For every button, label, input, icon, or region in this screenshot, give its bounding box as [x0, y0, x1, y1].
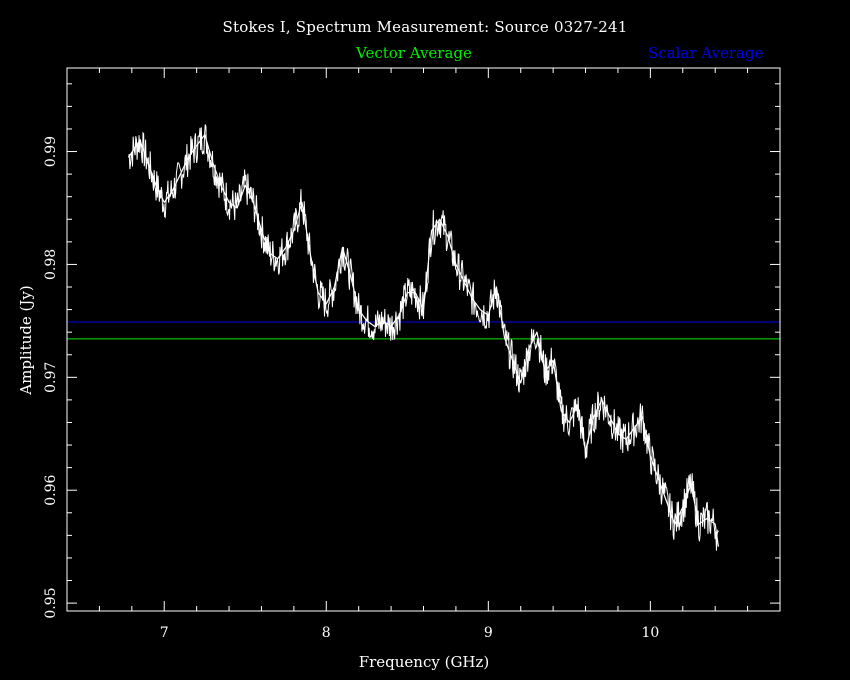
x-tick-label: 9 — [484, 625, 493, 641]
y-tick-label: 0.96 — [43, 475, 59, 506]
chart-title: Stokes I, Spectrum Measurement: Source 0… — [222, 18, 628, 36]
x-tick-label: 10 — [641, 625, 659, 641]
x-tick-label: 8 — [322, 625, 331, 641]
spectrum-envelope — [128, 134, 720, 547]
y-tick-label: 0.95 — [43, 588, 59, 619]
legend-vector-average: Vector Average — [356, 44, 472, 62]
tick-labels: 7 8 9 10 0.95 0.96 0.97 0.98 0.99 — [43, 136, 659, 641]
y-tick-label: 0.99 — [43, 136, 59, 167]
plot-frame — [66, 67, 781, 612]
spectrum-trace — [128, 124, 720, 551]
x-axis-label: Frequency (GHz) — [359, 653, 490, 671]
y-tick-label: 0.98 — [43, 249, 59, 280]
x-tick-label: 7 — [160, 625, 169, 641]
spectrum-noise-trace — [128, 124, 719, 551]
y-axis-label: Amplitude (Jy) — [17, 285, 35, 395]
reference-lines — [67, 321, 780, 340]
legend-scalar-average: Scalar Average — [648, 44, 764, 62]
y-tick-label: 0.97 — [43, 362, 59, 393]
